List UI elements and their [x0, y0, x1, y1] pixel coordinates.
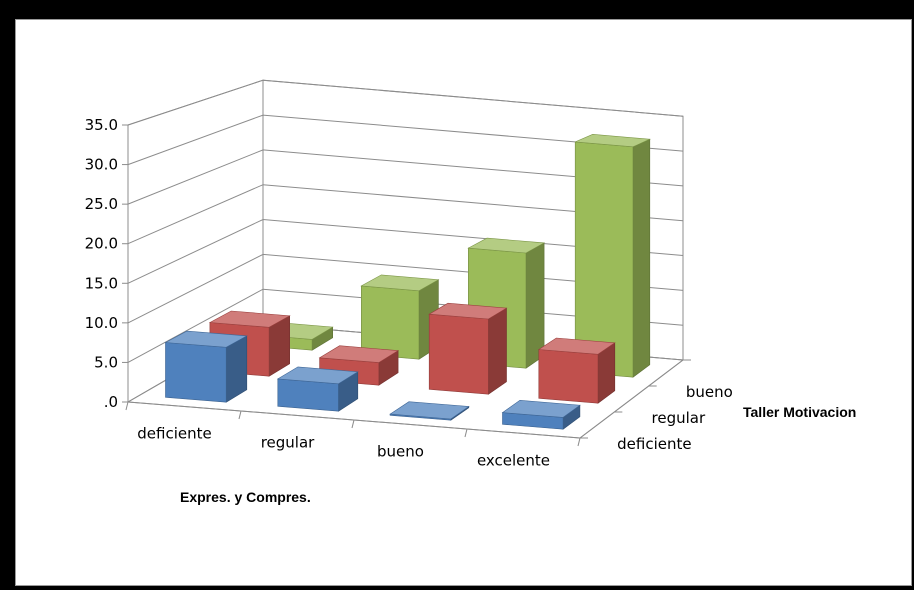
x-tick-mark — [125, 401, 129, 411]
x-tick-mark — [351, 419, 355, 429]
y-tick-label: 10.0 — [85, 314, 118, 332]
bar-deficiente-regular — [276, 366, 359, 412]
axes — [125, 125, 691, 447]
bar-deficiente-bueno — [389, 401, 470, 421]
x-category-label: bueno — [377, 443, 424, 461]
gridline — [127, 79, 684, 126]
bar-top — [318, 345, 400, 363]
x-category-label: regular — [261, 434, 315, 452]
bar-top — [467, 237, 546, 254]
bar-side — [488, 307, 507, 395]
bar-front — [538, 349, 599, 404]
bar-top — [164, 330, 248, 348]
bar-bueno-regular — [360, 274, 440, 360]
bar-bueno-excelente — [574, 133, 651, 378]
y-tick-label: 25.0 — [85, 195, 118, 213]
bar-front — [277, 378, 339, 412]
bar-top — [360, 274, 440, 292]
y-tick-label: 15.0 — [85, 274, 118, 292]
bar-top — [389, 401, 470, 420]
gridline — [127, 149, 684, 205]
bar-deficiente-deficiente — [164, 330, 248, 403]
y-tick-label: 35.0 — [85, 116, 118, 134]
bar-front — [428, 313, 489, 395]
bar-top — [501, 399, 581, 418]
bars — [164, 133, 651, 430]
z-series-label: deficiente — [617, 435, 691, 453]
y-tick-label: .0 — [104, 393, 118, 411]
bar-side — [632, 138, 651, 378]
y-tick-label: 20.0 — [85, 235, 118, 253]
z-series-label: bueno — [686, 383, 733, 401]
gridline — [127, 114, 684, 166]
bar-top — [276, 366, 359, 385]
bar-deficiente-excelente — [501, 399, 581, 430]
x-category-label: deficiente — [137, 425, 211, 443]
bar-regular-bueno — [428, 302, 508, 395]
y-tick-label: 30.0 — [85, 156, 118, 174]
labels: .0 5.0 10.0 15.0 20.0 25.0 30.0 35.0 deficiente r… — [85, 116, 733, 470]
bar-top — [575, 133, 651, 148]
x-category-label: excelente — [477, 452, 550, 470]
bar-top — [537, 337, 616, 355]
bar-top — [428, 302, 508, 320]
z-axis-title: Taller Motivacion — [743, 404, 856, 420]
bar-regular-excelente — [537, 337, 616, 404]
x-axis-title: Expres. y Compres. — [180, 489, 311, 505]
x-tick-mark — [464, 428, 468, 438]
gridline — [127, 184, 684, 245]
x-tick-mark — [238, 410, 242, 420]
z-axis — [579, 359, 684, 439]
x-tick-mark — [577, 437, 581, 447]
y-tick-label: 5.0 — [94, 353, 118, 371]
bar-top — [208, 310, 291, 328]
z-series-label: regular — [652, 409, 706, 427]
bar-front — [165, 342, 227, 403]
